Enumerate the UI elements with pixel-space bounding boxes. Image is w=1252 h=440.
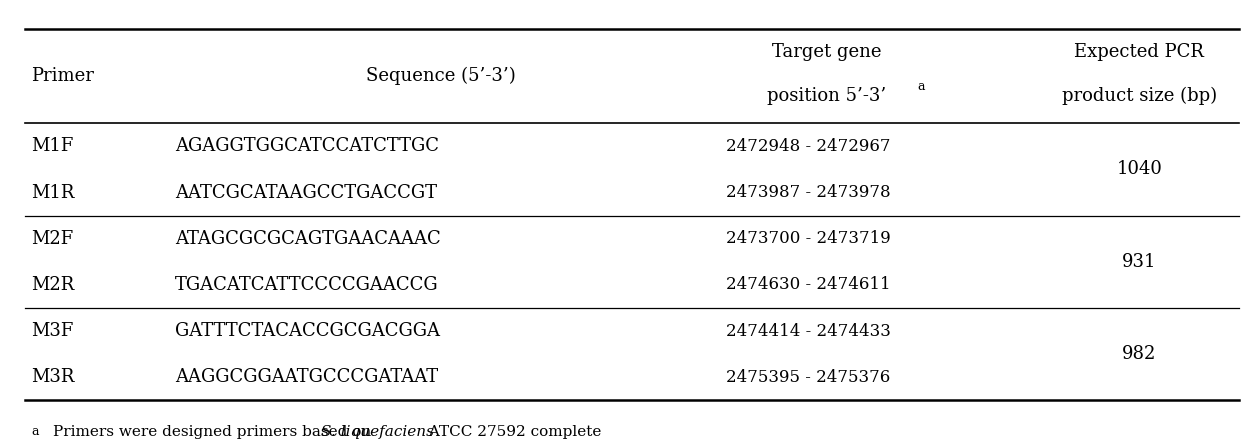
Text: 982: 982 <box>1122 345 1157 363</box>
Text: M3R: M3R <box>31 368 75 386</box>
Text: 931: 931 <box>1122 253 1157 271</box>
Text: 2473700 - 2473719: 2473700 - 2473719 <box>726 230 891 247</box>
Text: 2474630 - 2474611: 2474630 - 2474611 <box>726 276 890 293</box>
Text: ATAGCGCGCAGTGAACAAAC: ATAGCGCGCAGTGAACAAAC <box>175 230 441 248</box>
Text: product size (bp): product size (bp) <box>1062 87 1217 105</box>
Text: Target gene: Target gene <box>771 43 881 61</box>
Text: position 5’-3’: position 5’-3’ <box>766 87 886 105</box>
Text: M1R: M1R <box>31 183 75 202</box>
Text: a: a <box>918 81 925 93</box>
Text: AGAGGTGGCATCCATCTTGC: AGAGGTGGCATCCATCTTGC <box>175 137 439 155</box>
Text: GATTTCTACACCGCGACGGA: GATTTCTACACCGCGACGGA <box>175 322 441 340</box>
Text: AATCGCATAAGCCTGACCGT: AATCGCATAAGCCTGACCGT <box>175 183 437 202</box>
Text: M3F: M3F <box>31 322 74 340</box>
Text: M2R: M2R <box>31 276 75 294</box>
Text: a: a <box>31 425 39 438</box>
Text: Sequence (5’-3’): Sequence (5’-3’) <box>367 67 516 85</box>
Text: M2F: M2F <box>31 230 74 248</box>
Text: 2473987 - 2473978: 2473987 - 2473978 <box>726 184 890 201</box>
Text: Primers were designed primers based on: Primers were designed primers based on <box>53 425 376 439</box>
Text: ATCC 27592 complete: ATCC 27592 complete <box>424 425 602 439</box>
Text: Expected PCR: Expected PCR <box>1074 43 1204 61</box>
Text: 2474414 - 2474433: 2474414 - 2474433 <box>726 323 891 340</box>
Text: 1040: 1040 <box>1117 161 1162 178</box>
Text: M1F: M1F <box>31 137 74 155</box>
Text: AAGGCGGAATGCCCGATAAT: AAGGCGGAATGCCCGATAAT <box>175 368 438 386</box>
Text: 2472948 - 2472967: 2472948 - 2472967 <box>726 138 890 155</box>
Text: S. liquefaciens: S. liquefaciens <box>321 425 434 439</box>
Text: Primer: Primer <box>31 67 94 85</box>
Text: TGACATCATTCCCCGAACCG: TGACATCATTCCCCGAACCG <box>175 276 439 294</box>
Text: 2475395 - 2475376: 2475395 - 2475376 <box>726 369 890 386</box>
